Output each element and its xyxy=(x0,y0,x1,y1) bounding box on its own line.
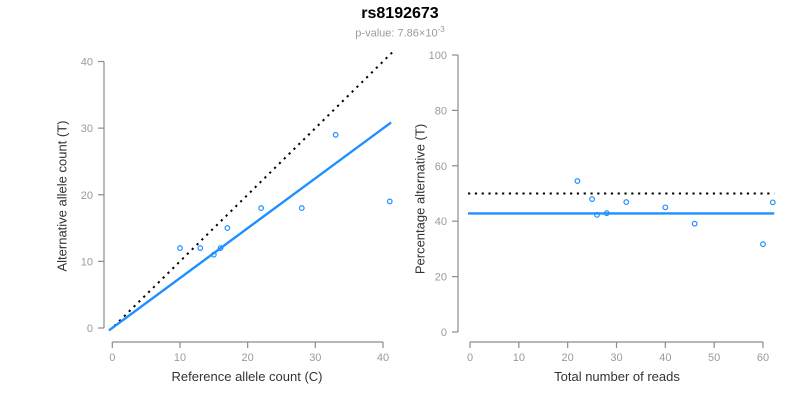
right-yaxis-label: Percentage alternative (T) xyxy=(412,123,428,275)
x-tick-label: 0 xyxy=(109,352,115,364)
x-tick-label: 30 xyxy=(610,352,622,364)
data-point xyxy=(623,199,630,205)
observed-ratio-line xyxy=(108,121,392,332)
y-tick-label: 100 xyxy=(429,50,447,62)
right-xaxis-label: Total number of reads xyxy=(554,369,680,384)
page-title: rs8192673 xyxy=(361,5,439,22)
data-point xyxy=(574,178,581,184)
data-points xyxy=(574,178,776,248)
y-axis: 0 10 20 30 40 xyxy=(81,57,105,335)
data-point xyxy=(332,131,339,138)
y-tick-label: 0 xyxy=(441,327,447,339)
x-axis: 0 10 20 30 40 xyxy=(109,341,389,364)
left-plot: 0 10 20 30 40 0 10 20 30 40 xyxy=(81,48,396,364)
y-tick-label: 0 xyxy=(87,323,93,335)
data-points xyxy=(177,131,393,258)
data-point xyxy=(210,251,217,258)
pvalue-text: p-value: 7.86×10 xyxy=(355,27,438,40)
x-tick-label: 30 xyxy=(309,352,321,364)
y-tick-label: 30 xyxy=(81,123,93,135)
left-xaxis-label: Reference allele count (C) xyxy=(171,369,323,384)
data-point xyxy=(603,210,610,217)
y-tick-label: 40 xyxy=(435,216,447,228)
x-tick-label: 40 xyxy=(659,352,671,364)
x-tick-label: 10 xyxy=(513,352,525,364)
y-tick-label: 20 xyxy=(435,272,447,284)
data-point xyxy=(589,196,595,202)
x-tick-label: 60 xyxy=(757,352,769,364)
data-point xyxy=(298,205,305,211)
data-point xyxy=(769,199,776,206)
pvalue-subtitle: p-value: 7.86×10-3 xyxy=(0,25,800,40)
data-point xyxy=(662,204,669,211)
data-point xyxy=(258,205,265,211)
data-point xyxy=(691,220,698,227)
y-tick-label: 10 xyxy=(81,256,93,268)
pvalue-exponent: -3 xyxy=(437,25,445,34)
data-point xyxy=(197,245,204,251)
y-tick-label: 60 xyxy=(435,161,447,173)
data-point xyxy=(386,198,393,205)
identity-line xyxy=(113,48,396,327)
x-tick-label: 50 xyxy=(708,352,720,364)
y-tick-label: 20 xyxy=(81,190,93,202)
data-point xyxy=(224,225,231,231)
y-axis: 0 20 40 60 80 100 xyxy=(429,50,459,339)
x-tick-label: 10 xyxy=(174,352,186,364)
y-tick-label: 40 xyxy=(81,57,93,69)
x-tick-label: 0 xyxy=(467,352,473,364)
data-point xyxy=(217,245,224,251)
right-plot: 0 20 40 60 80 100 0 10 20 30 40 50 60 xyxy=(429,50,776,364)
data-point xyxy=(177,245,183,251)
left-yaxis-label: Alternative allele count (T) xyxy=(54,120,70,272)
x-tick-label: 20 xyxy=(242,352,254,364)
y-tick-label: 80 xyxy=(435,105,447,117)
x-tick-label: 40 xyxy=(377,352,389,364)
data-point xyxy=(594,211,600,218)
x-tick-label: 20 xyxy=(562,352,574,364)
x-axis: 0 10 20 30 40 50 60 xyxy=(467,341,769,364)
data-point xyxy=(760,241,766,248)
